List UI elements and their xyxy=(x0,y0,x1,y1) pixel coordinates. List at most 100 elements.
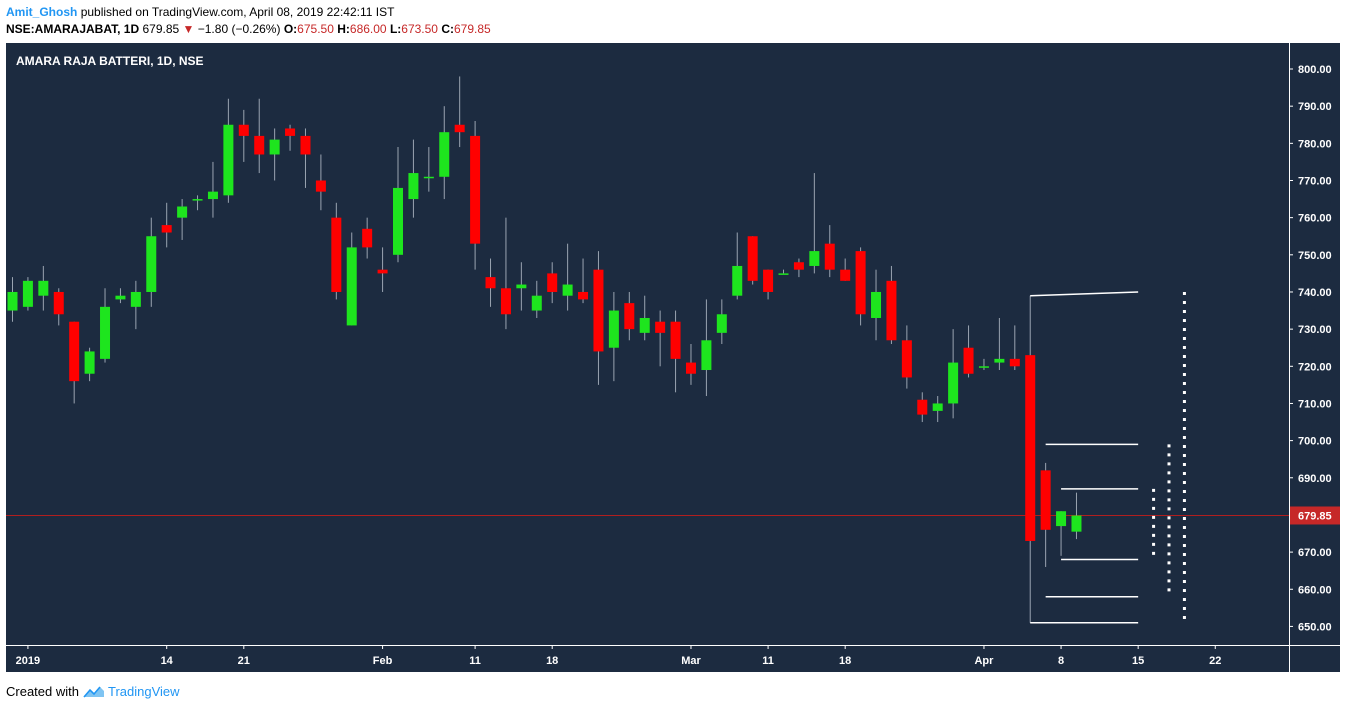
candle-down xyxy=(485,277,496,289)
candle-down xyxy=(593,269,604,352)
high-value: 686.00 xyxy=(349,22,387,36)
y-tick-label: 710.00 xyxy=(1298,398,1332,410)
y-tick-label: 720.00 xyxy=(1298,361,1332,373)
tradingview-logo-icon xyxy=(83,685,104,698)
x-tick-label: 8 xyxy=(1058,655,1064,667)
symbol-name: NSE:AMARAJABAT, 1D xyxy=(6,22,140,36)
candle-up xyxy=(177,206,188,218)
candle-down xyxy=(500,288,511,315)
close-value: 679.85 xyxy=(453,22,491,36)
created-with-text: Created with xyxy=(6,684,79,699)
candle-up xyxy=(130,291,141,307)
candle-up xyxy=(701,340,712,371)
y-tick-label: 800.00 xyxy=(1298,64,1332,76)
candle-up xyxy=(100,306,111,359)
candle-up xyxy=(115,295,126,300)
candle-up xyxy=(871,291,882,318)
candle-up xyxy=(932,403,943,411)
y-tick-label: 730.00 xyxy=(1298,324,1332,336)
candle-down xyxy=(763,269,774,292)
y-tick-label: 650.00 xyxy=(1298,621,1332,633)
candle-up xyxy=(978,366,989,368)
candle-up xyxy=(732,265,743,296)
x-tick-label: 11 xyxy=(469,655,481,667)
candle-down xyxy=(315,180,326,192)
high-label: H: xyxy=(337,22,350,36)
candle-down xyxy=(1009,358,1020,367)
candle-down xyxy=(238,124,249,136)
candle-down xyxy=(362,228,373,248)
candle-down xyxy=(855,251,866,315)
y-tick-label: 670.00 xyxy=(1298,547,1332,559)
candle-down xyxy=(824,243,835,270)
footer: Created with TradingView xyxy=(6,684,180,699)
candle-down xyxy=(917,399,928,415)
candle-up xyxy=(223,124,234,196)
candle-up xyxy=(639,317,650,333)
candle-down xyxy=(454,124,465,133)
candle-up xyxy=(393,187,403,255)
current-price-label: 679.85 xyxy=(1298,510,1332,522)
x-tick-label: 18 xyxy=(839,655,851,667)
y-tick-label: 780.00 xyxy=(1298,138,1332,150)
candle-up xyxy=(346,247,357,326)
last-price: 679.85 xyxy=(142,22,180,36)
candle-down xyxy=(470,135,481,244)
x-tick-label: Mar xyxy=(681,655,701,667)
low-label: L: xyxy=(389,22,402,36)
candle-up xyxy=(531,295,542,311)
candle-up xyxy=(84,351,95,374)
candle-up xyxy=(994,358,1005,363)
candle-up xyxy=(516,284,527,289)
x-tick-label: 11 xyxy=(762,655,774,667)
y-tick-label: 770.00 xyxy=(1298,175,1332,187)
x-tick-label: 18 xyxy=(546,655,558,667)
x-tick-label: Feb xyxy=(373,655,393,667)
y-tick-label: 660.00 xyxy=(1298,584,1332,596)
chart-title: AMARA RAJA BATTERI, 1D, NSE xyxy=(16,54,204,68)
tradingview-brand[interactable]: TradingView xyxy=(107,684,180,699)
candle-up xyxy=(408,173,419,200)
candle-up xyxy=(439,132,450,177)
low-value: 673.50 xyxy=(401,22,438,36)
candle-down xyxy=(69,321,80,382)
candle-up xyxy=(423,176,434,179)
x-tick-label: Apr xyxy=(974,655,994,667)
y-tick-label: 740.00 xyxy=(1298,287,1332,299)
candle-down xyxy=(1025,355,1036,541)
open-label: O: xyxy=(283,22,298,36)
candle-up xyxy=(716,314,727,333)
candle-down xyxy=(161,225,172,233)
candle-up xyxy=(207,191,218,200)
candle-down xyxy=(300,135,311,155)
candle-down xyxy=(886,280,897,341)
candle-down xyxy=(685,362,696,374)
current-price-badge xyxy=(1290,506,1340,525)
candle-down xyxy=(624,303,635,330)
y-tick-label: 750.00 xyxy=(1298,250,1332,262)
candle-down xyxy=(547,273,558,292)
candle-up xyxy=(146,236,157,292)
candle-down xyxy=(840,269,851,281)
author-link[interactable]: Amit_Ghosh xyxy=(6,5,78,19)
x-tick-label: 14 xyxy=(161,655,174,667)
y-tick-label: 760.00 xyxy=(1298,213,1332,225)
candle-up xyxy=(809,251,820,266)
candle-up xyxy=(608,310,619,348)
y-tick-label: 700.00 xyxy=(1298,436,1332,448)
candle-down xyxy=(53,291,64,315)
x-tick-label: 2019 xyxy=(16,655,40,667)
candle-down xyxy=(331,217,342,292)
x-tick-label: 22 xyxy=(1209,655,1221,667)
candle-down xyxy=(670,321,681,359)
price-chart[interactable]: 800.00 790.00 780.00 770.00 760.00 750.00 740.… xyxy=(6,43,1340,672)
candle-up xyxy=(1071,515,1082,532)
published-text: published on TradingView.com, April 08, … xyxy=(80,5,395,19)
x-tick-label: 21 xyxy=(238,655,250,667)
y-tick-label: 790.00 xyxy=(1298,101,1332,113)
measure-line xyxy=(1030,291,1139,297)
candle-down xyxy=(963,347,974,374)
candle-down xyxy=(901,340,912,378)
candle-down xyxy=(747,236,758,281)
candle-up xyxy=(778,273,789,275)
